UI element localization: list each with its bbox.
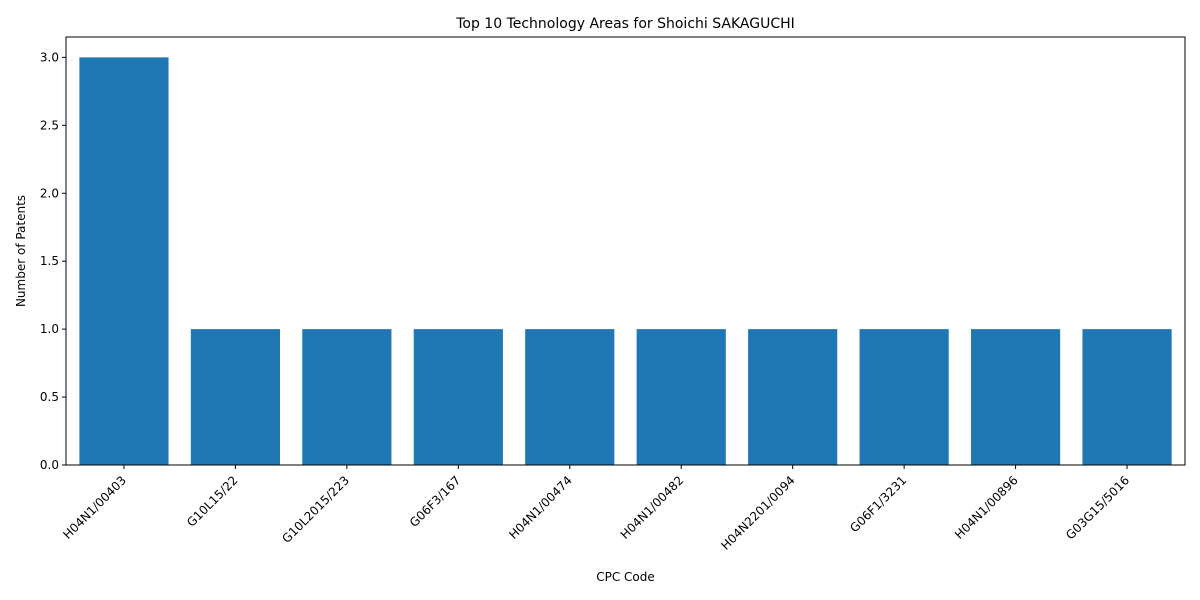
bar <box>1082 329 1171 465</box>
y-axis-label: Number of Patents <box>14 195 28 307</box>
bar <box>302 329 391 465</box>
bar <box>748 329 837 465</box>
x-axis: H04N1/00403 G10L15/22 G10L2015/223 G06F3/16… <box>60 465 1132 553</box>
bar <box>971 329 1060 465</box>
bars-group <box>79 57 1171 465</box>
y-tick-label: 0.0 <box>40 458 59 472</box>
y-axis: 0.0 0.5 1.0 1.5 2.0 2.5 3.0 <box>40 50 66 472</box>
x-tick-label: H04N1/00896 <box>952 473 1021 542</box>
bar <box>191 329 280 465</box>
bar <box>79 57 168 465</box>
y-tick-label: 1.5 <box>40 254 59 268</box>
bar <box>860 329 949 465</box>
bar <box>637 329 726 465</box>
y-tick-label: 2.5 <box>40 118 59 132</box>
bar <box>414 329 503 465</box>
x-tick-label: H04N1/00403 <box>60 473 129 542</box>
y-tick-label: 0.5 <box>40 390 59 404</box>
y-tick-label: 2.0 <box>40 186 59 200</box>
x-tick-label: G03G15/5016 <box>1063 473 1132 542</box>
y-tick-label: 3.0 <box>40 50 59 64</box>
x-tick-label: G10L15/22 <box>184 473 240 529</box>
x-tick-label: G06F3/167 <box>407 473 464 530</box>
bar <box>525 329 614 465</box>
y-tick-label: 1.0 <box>40 322 59 336</box>
x-tick-label: H04N1/00474 <box>506 473 575 542</box>
x-tick-label: H04N2201/0094 <box>718 473 797 552</box>
x-tick-label: G10L2015/223 <box>279 473 352 546</box>
chart-title: Top 10 Technology Areas for Shoichi SAKA… <box>455 16 795 32</box>
x-axis-label: CPC Code <box>596 570 655 584</box>
x-tick-label: H04N1/00482 <box>618 473 687 542</box>
x-tick-label: G06F1/3231 <box>847 473 909 535</box>
